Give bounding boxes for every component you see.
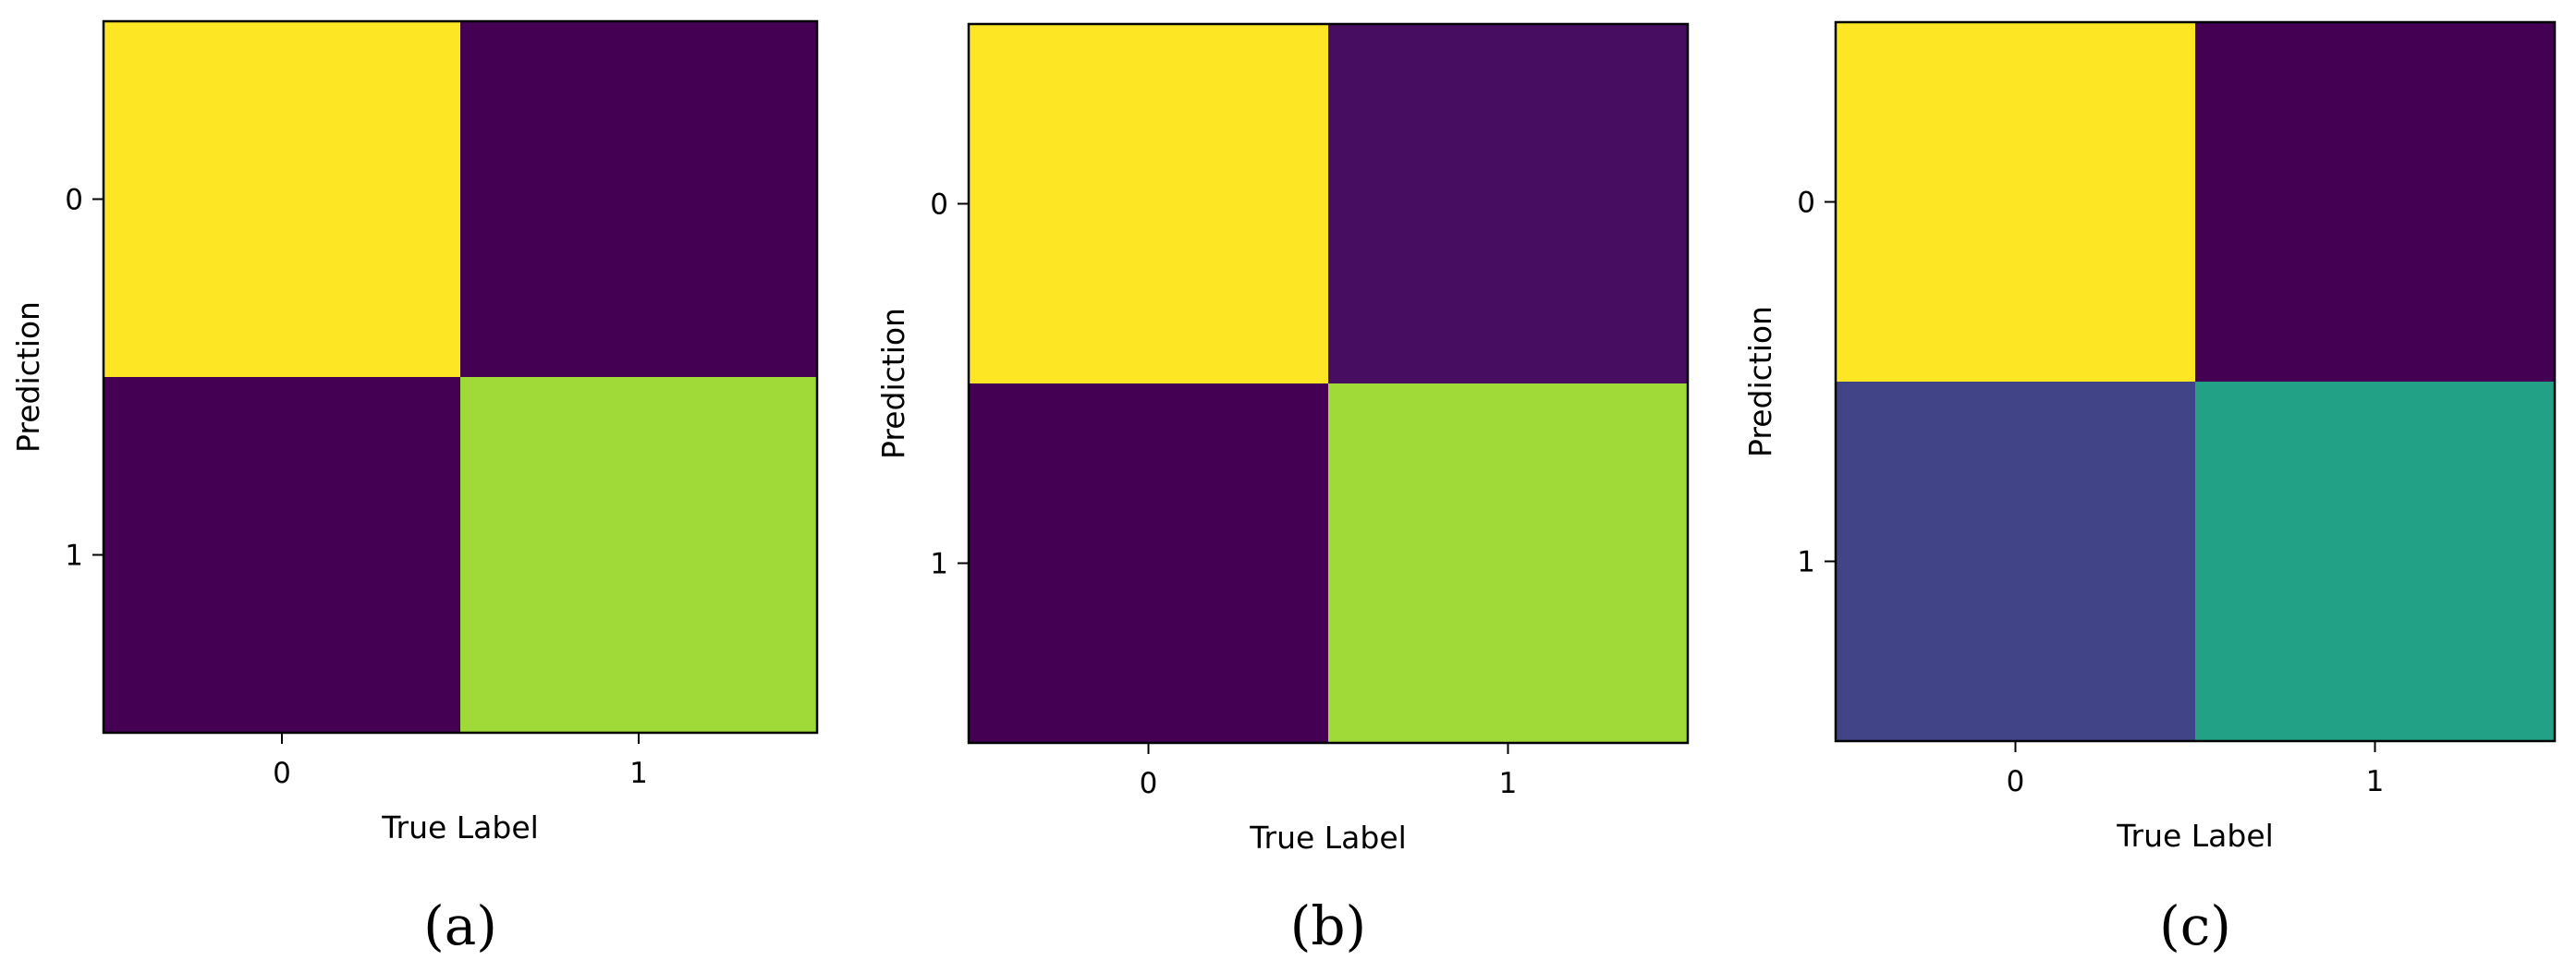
x-tick-label: 0 — [2007, 765, 2025, 798]
y-tick-label: 1 — [1797, 546, 1815, 579]
heatmap-cell — [1836, 382, 2195, 741]
heatmap-panel: 0 1 0 1 True Label Prediction (b) — [875, 22, 1690, 957]
heatmap-cell — [969, 24, 1328, 383]
x-tick-label: 1 — [629, 757, 648, 790]
x-tick-label: 0 — [273, 757, 291, 790]
heatmap-cell — [1328, 383, 1688, 743]
plot-frame — [102, 19, 819, 735]
panel-caption: (b) — [1290, 894, 1366, 957]
heatmap-cell — [1328, 24, 1688, 383]
heatmap-panel: 0 1 0 1 True Label Prediction (c) — [1742, 20, 2557, 957]
x-axis-label: True Label — [1249, 820, 1407, 856]
panel-caption: (c) — [2159, 894, 2231, 957]
plot-frame — [967, 22, 1690, 745]
heatmap-cell — [104, 377, 460, 733]
y-tick-label: 1 — [65, 540, 83, 573]
heatmap-cell — [969, 383, 1328, 743]
y-axis-label: Prediction — [875, 308, 911, 459]
panel-caption: (a) — [423, 894, 497, 957]
y-tick-label: 0 — [65, 184, 83, 217]
heatmap-cell — [460, 21, 817, 377]
x-tick-label: 1 — [2366, 765, 2385, 798]
y-axis-label: Prediction — [1742, 306, 1778, 457]
x-axis-label: True Label — [381, 809, 539, 845]
heatmap-panel: 0 1 0 1 True Label Prediction (a) — [10, 19, 819, 957]
y-tick-label: 0 — [1797, 187, 1815, 220]
heatmap-cell — [1836, 22, 2195, 382]
y-tick-label: 1 — [930, 548, 948, 581]
heatmap-cell — [104, 21, 460, 377]
plot-frame — [1834, 20, 2557, 743]
y-axis-label: Prediction — [10, 301, 46, 453]
x-tick-label: 1 — [1499, 767, 1518, 800]
heatmap-cell — [2195, 382, 2555, 741]
heatmap-cell — [460, 377, 817, 733]
x-tick-label: 0 — [1140, 767, 1158, 800]
heatmap-cell — [2195, 22, 2555, 382]
y-tick-label: 0 — [930, 189, 948, 222]
x-axis-label: True Label — [2116, 818, 2274, 854]
